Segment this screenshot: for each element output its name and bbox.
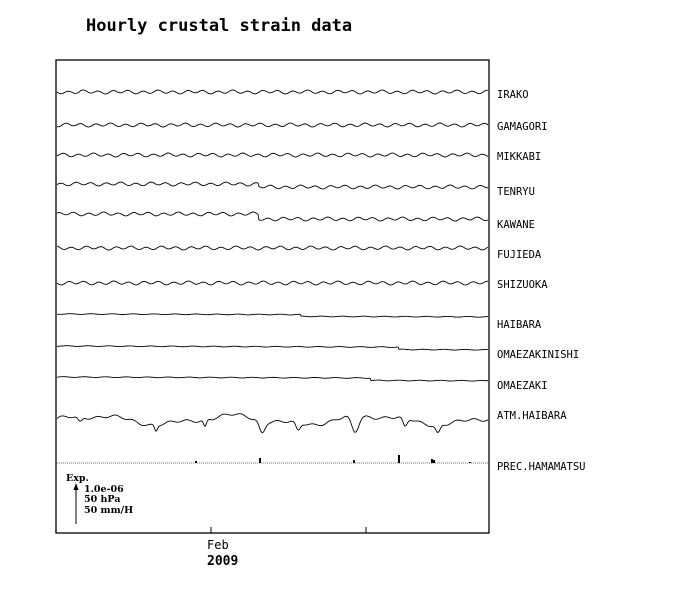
trace-haibara xyxy=(56,313,489,318)
station-label-kawane: KAWANE xyxy=(497,219,535,231)
trace-omaezaki xyxy=(56,376,489,382)
precip-spike-3 xyxy=(353,460,355,463)
station-label-fujieda: FUJIEDA xyxy=(497,249,542,261)
station-label-gamagori: GAMAGORI xyxy=(497,121,548,133)
trace-tenryu xyxy=(56,181,489,190)
trace-gamagori xyxy=(56,122,489,128)
station-label-mikkabi: MIKKABI xyxy=(497,151,541,163)
station-label-shizuoka: SHIZUOKA xyxy=(497,279,548,291)
legend-title: Exp. xyxy=(66,473,89,484)
trace-shizuoka xyxy=(56,280,489,286)
trace-irako xyxy=(56,89,489,95)
trace-group xyxy=(56,89,489,464)
trace-mikkabi xyxy=(56,152,489,158)
station-label-prec-hamamatsu: PREC.HAMAMATSU xyxy=(497,461,586,473)
station-label-group: IRAKO GAMAGORI MIKKABI TENRYU KAWANE FUJIEDA S… xyxy=(497,89,586,473)
legend-scale-strain: 1.0e-06 xyxy=(84,484,124,495)
trace-fujieda xyxy=(56,245,489,251)
precip-spike-7 xyxy=(469,462,471,463)
x-tick-label-feb: Feb xyxy=(207,538,229,552)
station-label-omaezaki: OMAEZAKI xyxy=(497,380,548,392)
precip-spike-2 xyxy=(259,458,261,463)
scale-legend: Exp. 1.0e-06 50 hPa 50 mm/H xyxy=(66,473,133,524)
precip-spike-6 xyxy=(433,460,435,463)
station-label-irako: IRAKO xyxy=(497,89,529,101)
chart-title: Hourly crustal strain data xyxy=(86,16,352,36)
trace-atm-haibara xyxy=(56,413,489,434)
legend-scale-precip: 50 mm/H xyxy=(84,505,133,516)
plot-frame xyxy=(55,59,490,534)
station-label-omaezakinishi: OMAEZAKINISHI xyxy=(497,349,579,361)
trace-kawane xyxy=(56,211,489,222)
station-label-haibara: HAIBARA xyxy=(497,319,542,331)
legend-scale-pressure: 50 hPa xyxy=(84,494,120,505)
station-label-atm-haibara: ATM.HAIBARA xyxy=(497,410,567,422)
precip-spike-4 xyxy=(398,455,400,463)
year-label: 2009 xyxy=(207,554,238,569)
precip-spike-1 xyxy=(195,461,197,463)
precip-spike-5 xyxy=(431,459,433,463)
trace-omaezakinishi xyxy=(56,345,489,351)
station-label-tenryu: TENRYU xyxy=(497,186,535,198)
legend-arrow-head xyxy=(73,483,79,490)
